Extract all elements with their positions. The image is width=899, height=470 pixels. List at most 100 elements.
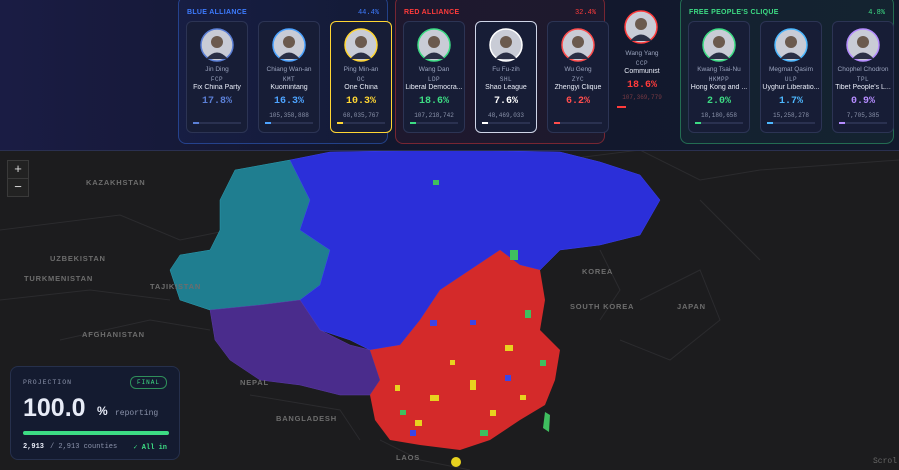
candidate-card[interactable]: Wang Dan LDP Liberal Democra... 18.6% 107,21… — [403, 21, 465, 133]
vote-count: 105,358,888 — [269, 112, 309, 119]
projection-title: PROJECTION — [23, 379, 73, 386]
party-name: Uyghur Liberatio... — [762, 84, 820, 91]
alliance-group: RED ALLIANCE 32.4% Wang Dan LDP Liberal Demo… — [395, 0, 609, 144]
party-name: Fix China Party — [193, 84, 241, 91]
alliance-group: BLUE ALLIANCE 44.4% Jin Ding FCP Fix China P… — [178, 0, 392, 144]
vote-count: 68,035,767 — [342, 112, 379, 119]
alliance-share: 44.4% — [357, 9, 379, 17]
share-bar — [193, 122, 241, 124]
party-abbreviation: CCP — [635, 60, 649, 67]
vote-share: 18.6% — [626, 80, 657, 91]
party-name: Hong Kong and ... — [690, 84, 748, 91]
map-label: TURKMENISTAN — [24, 274, 94, 283]
candidate-name: Chiang Wan-an — [266, 66, 312, 73]
map-label: JAPAN — [677, 302, 706, 311]
map-label: AFGHANISTAN — [82, 330, 145, 339]
candidate-name: Wang Yang — [625, 50, 659, 57]
share-bar — [839, 122, 887, 124]
share-bar — [695, 122, 743, 124]
vote-count: 15,258,278 — [772, 112, 809, 119]
share-bar — [265, 122, 313, 124]
party-name: Kuomintang — [270, 84, 308, 91]
party-abbreviation: OC — [356, 76, 366, 83]
party-abbreviation: ULP — [784, 76, 798, 83]
map-label: UZBEKISTAN — [50, 254, 106, 263]
share-bar — [410, 122, 458, 124]
alliance-share: 32.4% — [574, 9, 596, 17]
candidate-name: Megmat Qasim — [768, 66, 814, 73]
percent-sign: % — [97, 404, 108, 418]
map-label: SOUTH KOREA — [570, 302, 635, 311]
candidate-name: Fu Fu-zih — [492, 66, 520, 73]
party-name: Shao League — [485, 84, 527, 91]
party-name: Tibet People's L... — [835, 84, 891, 91]
percent-reporting: 100.0 — [23, 394, 86, 422]
candidate-name: Chophel Chodron — [837, 66, 889, 73]
vote-share: 0.9% — [850, 96, 875, 107]
candidate-name: Kwang Tsai-Nu — [697, 66, 741, 73]
alliance-name: BLUE ALLIANCE — [187, 9, 248, 16]
reporting-label: reporting — [115, 409, 159, 418]
status-badge: FINAL — [129, 376, 167, 389]
alliance-share: 4.8% — [868, 9, 885, 17]
candidate-name: Jin Ding — [205, 66, 229, 73]
all-in-label: ✓ All in — [133, 444, 167, 452]
zoom-out-button[interactable]: − — [7, 178, 29, 197]
candidate-card[interactable]: Chophel Chodron TPL Tibet People's L... 0.9… — [832, 21, 894, 133]
share-bar — [337, 122, 385, 124]
alliance-name: RED ALLIANCE — [404, 9, 460, 16]
party-name: Zhengyi Clique — [554, 84, 602, 91]
map-label: LAOS — [396, 453, 421, 462]
map-label: BANGLADESH — [276, 414, 337, 423]
counted-counties: 2,913 — [23, 443, 45, 451]
candidate-card[interactable]: Jin Ding FCP Fix China Party 17.8% — [186, 21, 248, 133]
projection-panel: PROJECTION FINAL 100.0 % reporting 2,913… — [10, 366, 180, 460]
party-abbreviation: TPL — [856, 76, 870, 83]
vote-share: 2.0% — [706, 96, 731, 107]
candidate-card[interactable]: Megmat Qasim ULP Uyghur Liberatio... 1.7% 15… — [760, 21, 822, 133]
candidate-name: Wang Dan — [418, 66, 450, 73]
share-bar-fill — [337, 122, 343, 124]
party-name: Liberal Democra... — [405, 84, 463, 91]
results-panel: BLUE ALLIANCE 44.4% Jin Ding FCP Fix China P… — [0, 0, 899, 151]
share-bar — [554, 122, 602, 124]
independent-candidate[interactable]: Wang Yang CCP Communist 18.6% 107,369,779 — [611, 0, 673, 120]
share-bar — [482, 122, 530, 124]
candidate-photo — [846, 28, 880, 62]
map-label: NEPAL — [240, 378, 269, 387]
share-bar-fill — [554, 122, 560, 124]
progress-bar — [23, 431, 169, 435]
alliance-name: FREE PEOPLE'S CLIQUE — [689, 9, 779, 16]
candidate-name: Wu Geng — [564, 66, 592, 73]
candidate-card[interactable]: Kwang Tsai-Nu HKMPP Hong Kong and ... 2.0% 1… — [688, 21, 750, 133]
scroll-hint: Scrol — [872, 457, 897, 466]
candidate-card[interactable]: Chiang Wan-an KMT Kuomintang 16.3% 105,358,8… — [258, 21, 320, 133]
total-counties: / 2,913 counties — [50, 443, 118, 451]
share-bar-fill — [265, 122, 271, 124]
vote-count: 107,218,742 — [414, 112, 454, 119]
vote-share: 17.8% — [201, 96, 232, 107]
candidate-photo — [561, 28, 595, 62]
candidate-photo — [774, 28, 808, 62]
zoom-in-button[interactable]: + — [7, 160, 29, 179]
candidate-card[interactable]: Ping Min-an OC One China 10.3% 68,035,767 — [330, 21, 392, 133]
vote-share: 16.3% — [273, 96, 304, 107]
party-abbreviation: KMT — [282, 76, 296, 83]
candidate-card[interactable]: Fu Fu-zih SHL Shao League 7.6% 48,469,033 — [475, 21, 537, 133]
party-abbreviation: ZYC — [571, 76, 585, 83]
vote-share: 6.2% — [565, 96, 590, 107]
candidate-photo — [272, 28, 306, 62]
vote-share: 1.7% — [778, 96, 803, 107]
candidate-photo — [200, 28, 234, 62]
vote-share: 7.6% — [493, 96, 518, 107]
vote-share: 10.3% — [345, 96, 376, 107]
alliance-group: FREE PEOPLE'S CLIQUE 4.8% Kwang Tsai-Nu HKM… — [680, 0, 894, 144]
party-name: One China — [344, 84, 378, 91]
vote-share: 18.6% — [418, 96, 449, 107]
share-bar-fill — [617, 106, 626, 108]
candidate-card[interactable]: Wu Geng ZYC Zhengyi Clique 6.2% — [547, 21, 609, 133]
party-name: Communist — [624, 68, 660, 75]
vote-count: 7,705,385 — [846, 112, 880, 119]
share-bar-fill — [410, 122, 416, 124]
